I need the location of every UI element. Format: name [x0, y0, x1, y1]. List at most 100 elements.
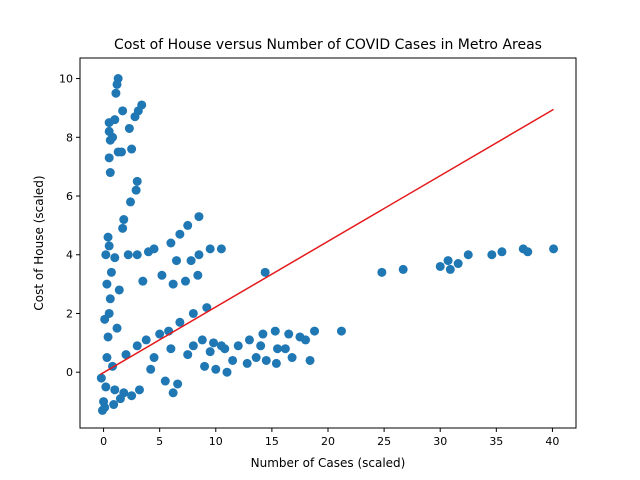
data-point — [242, 358, 252, 368]
data-point — [205, 244, 215, 254]
data-point — [487, 250, 497, 260]
data-point — [244, 335, 254, 345]
data-point — [445, 264, 455, 274]
y-axis-label: Cost of House (scaled) — [32, 175, 46, 310]
data-point — [110, 115, 120, 125]
x-tick-label: 35 — [489, 435, 503, 448]
data-point — [117, 147, 127, 157]
data-point — [155, 329, 165, 339]
data-point — [101, 382, 111, 392]
x-tick-label: 20 — [321, 435, 335, 448]
data-point — [523, 247, 533, 257]
data-point — [110, 385, 120, 395]
data-point — [251, 353, 261, 363]
data-point — [127, 144, 137, 154]
data-point — [175, 229, 185, 239]
data-point — [100, 314, 110, 324]
data-point — [149, 353, 159, 363]
data-point — [194, 212, 204, 222]
data-point — [284, 329, 294, 339]
x-tick-label: 40 — [545, 435, 559, 448]
data-point — [105, 294, 115, 304]
data-point — [103, 332, 113, 342]
data-point — [102, 353, 112, 363]
x-tick-label: 30 — [433, 435, 447, 448]
y-tick-label: 2 — [66, 307, 73, 320]
y-tick-label: 6 — [66, 190, 73, 203]
data-point — [166, 344, 176, 354]
data-point — [149, 244, 159, 254]
data-point — [108, 132, 118, 142]
data-point — [112, 323, 122, 333]
data-point — [216, 341, 226, 351]
data-point — [109, 400, 119, 410]
data-point — [112, 79, 122, 89]
data-point — [172, 256, 182, 266]
data-point — [273, 344, 283, 354]
data-point — [101, 250, 111, 260]
data-point — [186, 256, 196, 266]
data-point — [127, 391, 137, 401]
data-point — [125, 197, 135, 207]
data-point — [175, 317, 185, 327]
data-point — [188, 308, 198, 318]
x-tick-label: 15 — [265, 435, 279, 448]
data-point — [183, 220, 193, 230]
data-point — [110, 253, 120, 263]
data-point — [280, 344, 290, 354]
chart-title: Cost of House versus Number of COVID Cas… — [114, 37, 542, 53]
y-tick-label: 10 — [59, 73, 73, 86]
data-point — [132, 341, 142, 351]
data-point — [463, 250, 473, 260]
data-point — [180, 276, 190, 286]
data-point — [270, 326, 280, 336]
data-point — [287, 353, 297, 363]
data-point — [134, 385, 144, 395]
data-point — [138, 276, 148, 286]
data-point — [443, 256, 453, 266]
data-point — [123, 250, 133, 260]
data-point — [205, 347, 215, 357]
data-point — [211, 364, 221, 374]
x-axis-label: Number of Cases (scaled) — [251, 456, 406, 470]
data-point — [104, 241, 114, 251]
y-tick-label: 4 — [66, 249, 73, 262]
data-point — [197, 335, 207, 345]
data-point — [160, 376, 170, 386]
data-point — [216, 244, 226, 254]
data-point — [310, 326, 320, 336]
data-point — [96, 373, 106, 383]
data-point — [271, 358, 281, 368]
data-point — [118, 106, 128, 116]
regression-line — [99, 108, 554, 376]
data-point — [137, 100, 147, 110]
data-point — [200, 361, 210, 371]
data-point — [256, 341, 266, 351]
data-point — [106, 267, 116, 277]
data-point — [188, 341, 198, 351]
data-point — [104, 153, 114, 163]
data-point — [377, 267, 387, 277]
data-point — [121, 350, 131, 360]
data-point — [132, 250, 142, 260]
data-point — [105, 168, 115, 178]
data-point — [168, 388, 178, 398]
data-point — [114, 285, 124, 295]
data-point — [193, 270, 203, 280]
data-point — [228, 355, 238, 365]
data-point — [119, 215, 129, 225]
data-point — [301, 335, 311, 345]
data-point — [183, 350, 193, 360]
y-tick-label: 0 — [66, 366, 73, 379]
data-point — [233, 341, 243, 351]
data-point — [435, 261, 445, 271]
data-point — [497, 247, 507, 257]
data-point — [132, 176, 142, 186]
x-tick-label: 5 — [156, 435, 163, 448]
data-point — [131, 185, 141, 195]
data-point — [549, 244, 559, 254]
plot-marks — [96, 74, 559, 415]
data-point — [102, 279, 112, 289]
